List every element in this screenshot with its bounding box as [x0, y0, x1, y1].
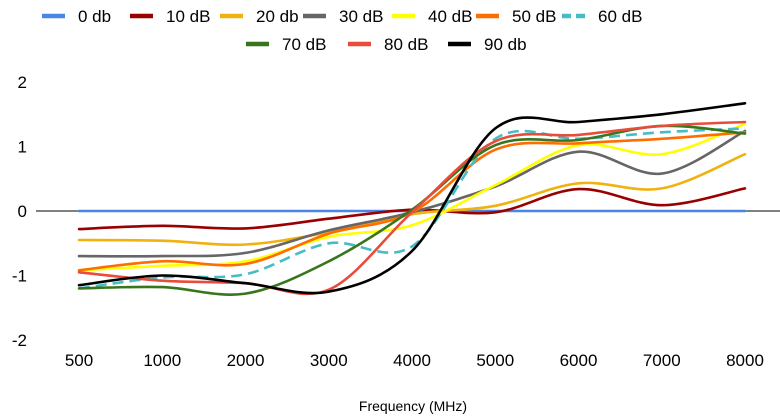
x-tick-label: 500	[65, 351, 93, 370]
series-line-30-db	[77, 129, 747, 258]
legend-label-10-db: 10 dB	[166, 7, 210, 26]
series-lines	[77, 102, 747, 296]
x-tick-label: 2000	[227, 351, 265, 370]
y-tick-label: 1	[18, 138, 27, 157]
x-tick-label: 3000	[310, 351, 348, 370]
legend-label-50-db: 50 dB	[512, 7, 556, 26]
y-tick-label: 2	[18, 73, 27, 92]
legend-label-20-db: 20 db	[256, 7, 299, 26]
legend: 0 db 10 dB 20 db 30 dB 40 dB 50 dB 60 dB 70 dB 8…	[42, 7, 642, 54]
x-tick-label: 4000	[393, 351, 431, 370]
y-tick-label: 0	[18, 202, 27, 221]
x-tick-label: 5000	[476, 351, 514, 370]
y-axis-tick-labels: -2 -1 0 1 2	[12, 73, 27, 350]
x-tick-label: 1000	[143, 351, 181, 370]
legend-label-60-db: 60 dB	[598, 7, 642, 26]
legend-label-70-db: 70 dB	[282, 35, 326, 54]
legend-label-40-db: 40 dB	[428, 7, 472, 26]
legend-label-90-db: 90 db	[484, 35, 527, 54]
x-tick-label: 7000	[643, 351, 681, 370]
x-axis-title: Frequency (MHz)	[359, 398, 467, 414]
y-tick-label: -1	[12, 267, 27, 286]
series-line-40-db	[77, 122, 747, 272]
x-axis-tick-labels: 500 1000 2000 3000 4000 5000 6000 7000 8000	[65, 351, 764, 370]
legend-label-0-db: 0 db	[78, 7, 111, 26]
x-tick-label: 8000	[726, 351, 764, 370]
series-line-90-db	[77, 102, 747, 295]
legend-label-30-db: 30 dB	[339, 7, 383, 26]
series-line-20-db	[77, 152, 747, 247]
x-tick-label: 6000	[560, 351, 598, 370]
y-tick-label: -2	[12, 331, 27, 350]
legend-label-80-db: 80 dB	[384, 35, 428, 54]
series-line-80-db	[77, 120, 747, 296]
